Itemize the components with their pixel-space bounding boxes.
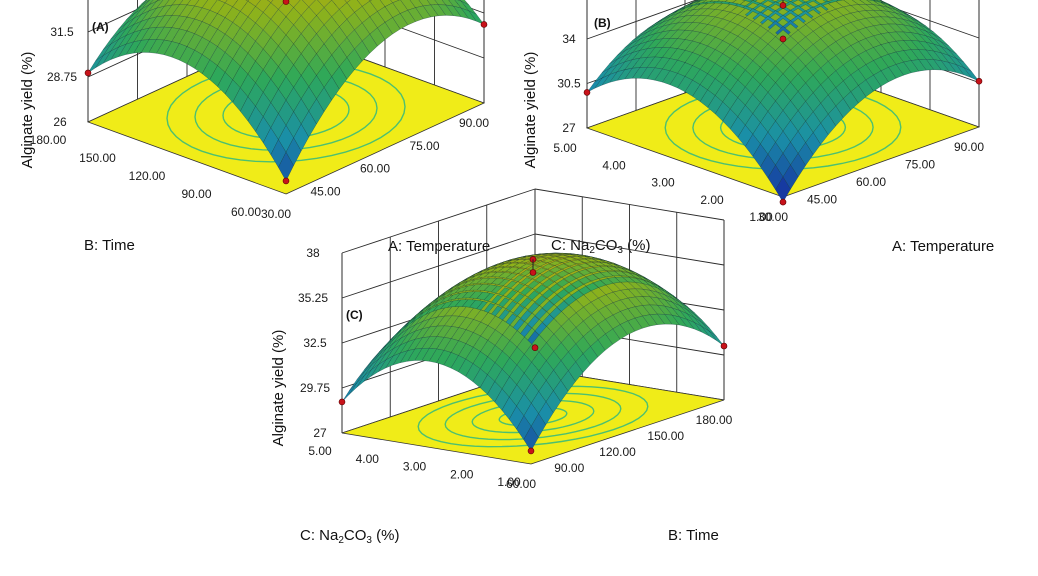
x-axis-label: B: Time bbox=[668, 527, 719, 544]
x-tick-label: 30.00 bbox=[758, 210, 788, 224]
y-tick-label: 1.00 bbox=[497, 475, 521, 489]
x-tick-label: 90.00 bbox=[459, 116, 489, 130]
y-tick-label: 4.00 bbox=[356, 452, 380, 466]
y-tick-label: 2.00 bbox=[450, 467, 474, 481]
surface-plot-a: 2628.7531.534.253730.0045.0060.0075.0090… bbox=[19, 0, 490, 255]
z-tick-label: 38 bbox=[306, 246, 320, 260]
panel-label: (C) bbox=[346, 308, 363, 322]
design-point-5 bbox=[480, 21, 488, 28]
response-surface bbox=[586, 0, 980, 203]
design-point-1 bbox=[779, 2, 787, 9]
design-point-3 bbox=[531, 344, 539, 352]
z-axis-label: Alginate yield (%) bbox=[522, 52, 539, 169]
z-tick-label: 32.5 bbox=[303, 336, 327, 350]
panel-label: (B) bbox=[594, 16, 611, 30]
y-tick-label: 60.00 bbox=[231, 205, 261, 219]
grid-line-z-left-4 bbox=[341, 188, 536, 254]
y-tick-label: 5.00 bbox=[308, 444, 332, 458]
x-tick-label: 60.00 bbox=[856, 175, 886, 189]
z-tick-label: 27 bbox=[562, 121, 576, 135]
x-tick-label: 120.00 bbox=[599, 445, 636, 459]
panel-label: (A) bbox=[92, 20, 109, 34]
tick-labels: 27 29.75 32.5 35.25 38 60.00 90.00 120.00 150.00… bbox=[298, 246, 733, 491]
grid-line-z-left-2 bbox=[87, 0, 159, 33]
x-tick-label: 45.00 bbox=[807, 193, 837, 207]
x-tick-label: 150.00 bbox=[647, 429, 684, 443]
x-tick-label: 75.00 bbox=[409, 139, 439, 153]
y-tick-label: 3.00 bbox=[651, 176, 675, 190]
z-tick-label: 34 bbox=[562, 32, 576, 46]
design-point-5 bbox=[720, 342, 728, 350]
z-tick-label: 35.25 bbox=[298, 291, 328, 305]
z-tick-label: 37.5 bbox=[554, 0, 578, 2]
tick-labels: 2628.7531.534.253730.0045.0060.0075.0090… bbox=[30, 25, 490, 221]
y-tick-label: 90.00 bbox=[181, 187, 211, 201]
design-point-2 bbox=[527, 447, 535, 455]
y-axis-label: B: Time bbox=[84, 237, 135, 254]
y-tick-label: 120.00 bbox=[129, 169, 166, 183]
grid-line-z-right-3 bbox=[534, 233, 725, 266]
design-points bbox=[583, 0, 983, 206]
y-axis-label: C: Na2CO3 (%) bbox=[300, 527, 399, 546]
y-tick-label: 150.00 bbox=[79, 151, 116, 165]
x-axis-label: A: Temperature bbox=[892, 238, 994, 255]
design-point-4 bbox=[583, 89, 591, 96]
grid-line-z-left-2 bbox=[586, 0, 698, 40]
grid-line-z-right-4 bbox=[534, 188, 725, 221]
design-point-5 bbox=[975, 77, 983, 85]
z-tick-label: 28.75 bbox=[47, 70, 77, 84]
z-axis-label: Alginate yield (%) bbox=[19, 52, 36, 169]
design-point-1 bbox=[529, 269, 537, 276]
x-tick-label: 90.00 bbox=[554, 461, 584, 475]
z-tick-label: 30.5 bbox=[557, 77, 581, 91]
design-points bbox=[84, 0, 488, 185]
design-point-3 bbox=[779, 35, 787, 43]
x-tick-label: 90.00 bbox=[954, 140, 984, 154]
y-tick-label: 2.00 bbox=[700, 193, 724, 207]
tick-labels: 2730.53437.54130.0045.0060.0075.0090.001… bbox=[553, 0, 984, 224]
x-tick-label: 180.00 bbox=[696, 413, 733, 427]
surface-plot-b: 2730.53437.54130.0045.0060.0075.0090.001… bbox=[522, 0, 994, 256]
y-axis-label: C: Na2CO3 (%) bbox=[551, 237, 650, 256]
design-points bbox=[338, 256, 728, 455]
z-tick-label: 31.5 bbox=[50, 25, 74, 39]
x-axis-label: A: Temperature bbox=[388, 238, 490, 255]
y-tick-label: 5.00 bbox=[553, 141, 577, 155]
y-tick-label: 4.00 bbox=[602, 158, 626, 172]
y-tick-label: 180.00 bbox=[30, 133, 67, 147]
design-point-4 bbox=[338, 398, 346, 406]
x-tick-label: 75.00 bbox=[905, 158, 935, 172]
design-point-4 bbox=[84, 69, 92, 77]
z-axis-label: Alginate yield (%) bbox=[270, 330, 287, 447]
y-tick-label: 1.00 bbox=[749, 210, 773, 224]
design-point-2 bbox=[779, 198, 787, 206]
grid-line-z-left-3 bbox=[341, 233, 536, 299]
x-tick-label: 60.00 bbox=[506, 477, 536, 491]
design-point-2 bbox=[282, 177, 290, 185]
z-tick-label: 29.75 bbox=[300, 381, 330, 395]
y-tick-label: 3.00 bbox=[403, 460, 427, 474]
z-tick-label: 26 bbox=[53, 115, 67, 129]
design-point-3 bbox=[282, 0, 290, 5]
z-tick-label: 27 bbox=[313, 426, 327, 440]
x-tick-label: 45.00 bbox=[310, 184, 340, 198]
x-tick-label: 60.00 bbox=[360, 162, 390, 176]
surface-plot-c: 27 29.75 32.5 35.25 38 60.00 90.00 120.00 150.00… bbox=[270, 188, 733, 546]
response-surface bbox=[87, 0, 485, 182]
x-tick-label: 30.00 bbox=[261, 207, 291, 221]
